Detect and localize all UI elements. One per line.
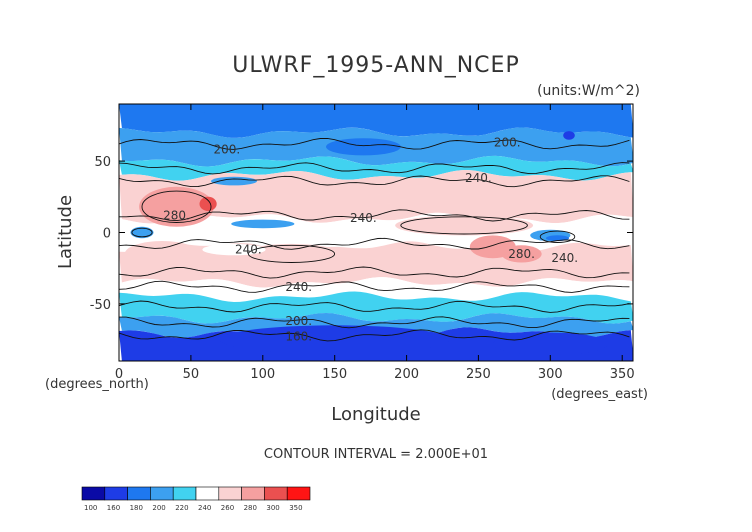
- colorbar-swatch: [218, 486, 242, 501]
- colorbar-swatch: [195, 486, 220, 501]
- contour-line: [119, 300, 630, 313]
- color-blob: [242, 243, 341, 264]
- x-tick-label: 200: [394, 367, 419, 382]
- x-tick-label: 100: [250, 367, 275, 382]
- contour-line: [119, 280, 630, 293]
- color-blob: [563, 131, 575, 140]
- x-tick-label: 150: [322, 367, 347, 382]
- contour-line: [119, 266, 630, 279]
- contour-ring: [131, 227, 153, 238]
- contour-line: [119, 137, 630, 150]
- color-blob: [202, 243, 266, 256]
- contour-label: 280.: [163, 208, 190, 222]
- contour-ring: [400, 216, 528, 235]
- colorbar-swatch: [172, 486, 197, 501]
- contour-label: 240.: [465, 171, 492, 185]
- contour-interval: CONTOUR INTERVAL = 2.000E+01: [264, 447, 488, 462]
- color-blob: [395, 215, 534, 236]
- color-blob: [501, 245, 542, 263]
- contour-ring: [141, 190, 212, 223]
- color-blob: [280, 186, 361, 207]
- colorbar-label: 100: [84, 504, 97, 512]
- contour-line: [119, 316, 630, 329]
- colorbar-swatch: [264, 486, 288, 501]
- color-blob: [423, 181, 476, 199]
- y-axis-label: Latitude: [55, 195, 76, 269]
- contour-ring: [247, 244, 336, 263]
- colorbar-label: 280: [244, 504, 257, 512]
- contour-label: 240.: [551, 251, 578, 265]
- y-tick-label: -50: [90, 298, 111, 313]
- x-axis-label: Longitude: [331, 404, 421, 425]
- contour-label: 240.: [235, 243, 262, 257]
- colorbar-label: 220: [175, 504, 188, 512]
- color-blob: [124, 241, 200, 267]
- y-tick-label: 50: [94, 155, 111, 170]
- color-blob: [231, 219, 295, 229]
- units-label: (units:W/m^2): [537, 83, 640, 99]
- contour-line: [119, 237, 630, 250]
- colorbar-swatch: [241, 486, 265, 501]
- color-blob: [199, 196, 217, 211]
- colorbar-label: 300: [266, 504, 279, 512]
- plot-area: [119, 104, 633, 361]
- contour-line: [119, 175, 630, 188]
- colorbar-label: 350: [289, 504, 302, 512]
- color-blob: [150, 269, 203, 281]
- contour-line: [119, 209, 630, 222]
- contour-label: 200.: [285, 314, 312, 328]
- x-axis-ticks: 0 50 100 150 200 250 300 350: [115, 104, 635, 382]
- y-tick-label: 0: [103, 227, 111, 242]
- x-tick-label: 0: [115, 367, 123, 382]
- x-tick-label: 50: [183, 367, 200, 382]
- zone-band: [119, 155, 633, 181]
- y-axis-ticks: -50 0 50: [90, 155, 633, 313]
- contour-label: 240.: [285, 280, 312, 294]
- y-unit-label: (degrees_north): [45, 377, 149, 392]
- colorbar-label: 260: [221, 504, 234, 512]
- color-blob: [219, 325, 450, 354]
- colorbar-label: 160: [107, 504, 120, 512]
- x-unit-label: (degrees_east): [551, 387, 648, 402]
- x-tick-label: 250: [466, 367, 491, 382]
- contour-label: 200.: [213, 143, 240, 157]
- color-blob: [326, 233, 401, 246]
- contour-line: [119, 329, 630, 342]
- colorbar-label: 200: [152, 504, 165, 512]
- contour-label: 240.: [350, 211, 377, 225]
- chart-title: ULWRF_1995-ANN_NCEP: [232, 53, 519, 78]
- color-blob: [211, 176, 257, 186]
- contour-label: 200.: [494, 136, 521, 150]
- x-tick-label: 300: [538, 367, 563, 382]
- colorbar-swatch: [104, 486, 128, 501]
- contour-label: 280.: [508, 247, 535, 261]
- contour-labels: 200. 200. 240. 240. 280. 240. 280. 240. 240. 200.…: [163, 136, 578, 344]
- colorbar-swatch: [150, 486, 174, 501]
- color-blob: [130, 226, 154, 239]
- contour-line: [119, 162, 630, 175]
- colorbar-swatch: [81, 486, 106, 501]
- colorbar-label: 240: [198, 504, 211, 512]
- contour-ring: [539, 230, 576, 243]
- colorbar-label: 180: [130, 504, 143, 512]
- contour-label: 160.: [285, 330, 312, 344]
- colorbar-swatch: [127, 486, 151, 501]
- color-blob: [193, 109, 275, 127]
- contour-lines: [119, 137, 630, 342]
- colorbar: 100 160 180 200 220 240 260 280 300 350: [81, 486, 311, 512]
- x-tick-label: 350: [610, 367, 635, 382]
- colorbar-swatch: [286, 486, 311, 501]
- color-blob: [492, 332, 608, 356]
- zone-band: [119, 291, 633, 324]
